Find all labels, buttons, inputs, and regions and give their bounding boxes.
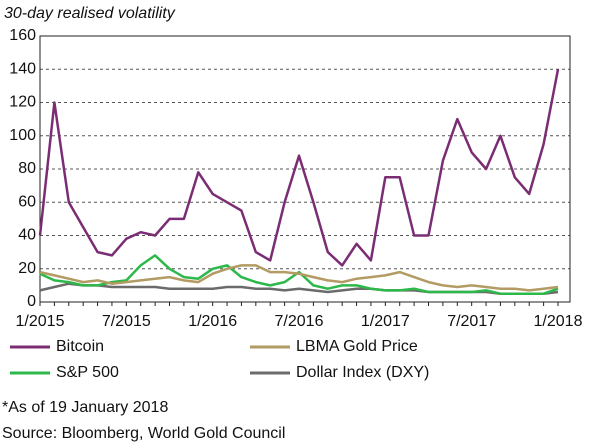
y-tick-label: 120 xyxy=(9,94,36,111)
x-tick-label: 1/2015 xyxy=(16,313,65,330)
source: Source: Bloomberg, World Gold Council xyxy=(2,425,285,442)
footnote: *As of 19 January 2018 xyxy=(2,399,168,416)
y-tick-label: 60 xyxy=(18,193,36,210)
x-tick-label: 1/2016 xyxy=(188,313,237,330)
y-tick-label: 40 xyxy=(18,227,36,244)
x-tick-label: 1/2018 xyxy=(534,313,583,330)
x-tick-label: 7/2016 xyxy=(275,313,324,330)
series-line xyxy=(39,264,559,292)
x-tick-label: 7/2017 xyxy=(447,313,496,330)
series-line xyxy=(38,69,560,267)
y-tick-label: 160 xyxy=(9,27,36,44)
x-tick-label: 1/2017 xyxy=(361,313,410,330)
y-tick-label: 0 xyxy=(27,293,36,310)
legend-label: LBMA Gold Price xyxy=(296,338,418,355)
y-tick-label: 20 xyxy=(18,260,36,277)
x-tick-label: 7/2015 xyxy=(102,313,151,330)
chart-title: 30-day realised volatility xyxy=(4,5,176,22)
y-tick-label: 80 xyxy=(18,160,36,177)
legend-label: S&P 500 xyxy=(56,364,119,381)
legend-label: Bitcoin xyxy=(56,338,104,355)
plot-frame xyxy=(39,35,571,303)
y-tick-label: 140 xyxy=(9,60,36,77)
y-tick-label: 100 xyxy=(9,127,36,144)
legend-label: Dollar Index (DXY) xyxy=(296,364,429,381)
series-line xyxy=(39,254,559,295)
